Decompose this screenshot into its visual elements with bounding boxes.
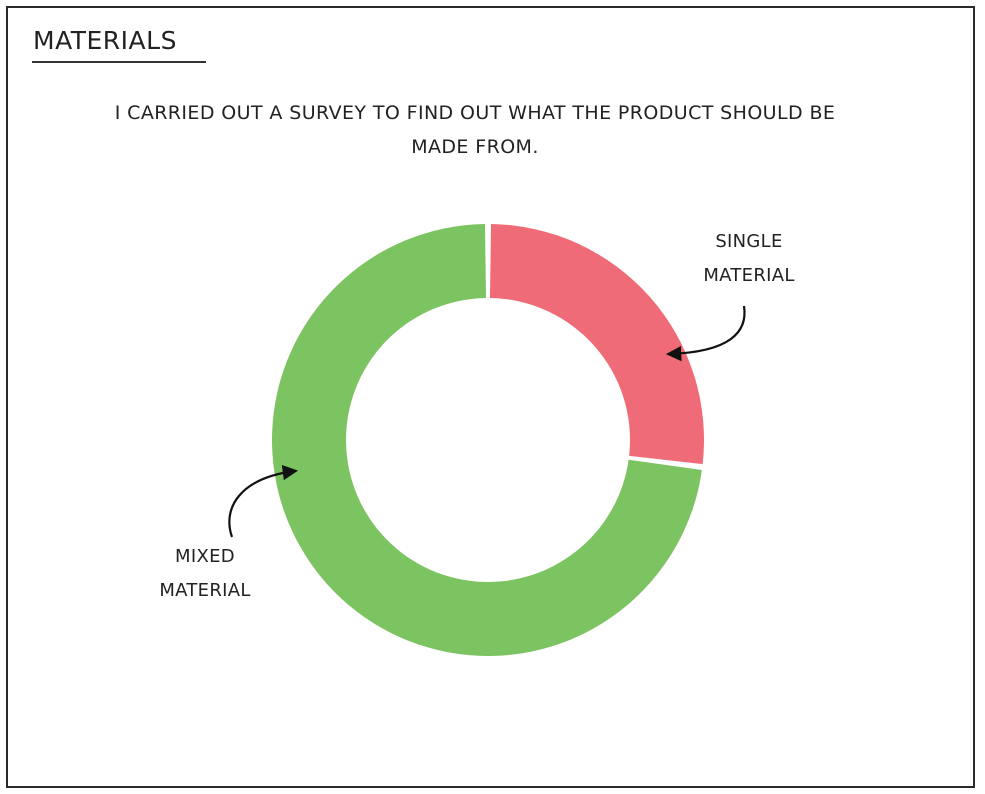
single-material-arrow: [665, 305, 746, 362]
title-underline: [32, 61, 206, 63]
survey-description: I CARRIED OUT A SURVEY TO FIND OUT WHAT …: [114, 102, 836, 158]
card-frame: [6, 6, 975, 788]
donut-slices: [271, 224, 704, 656]
donut-slice-mixed: [271, 224, 702, 656]
slice-label-line: SINGLE: [715, 231, 783, 252]
slice-label-line: MIXED: [175, 546, 235, 567]
donut-slice-single: [489, 224, 704, 465]
slice-label-single-material: SINGLE MATERIAL: [684, 225, 814, 293]
mixed-material-arrow: [228, 464, 299, 538]
slice-label-mixed-material: MIXED MATERIAL: [140, 540, 270, 608]
page-title: MATERIALS: [33, 26, 177, 55]
slice-label-line: MATERIAL: [703, 265, 795, 286]
slice-label-line: MATERIAL: [159, 580, 251, 601]
